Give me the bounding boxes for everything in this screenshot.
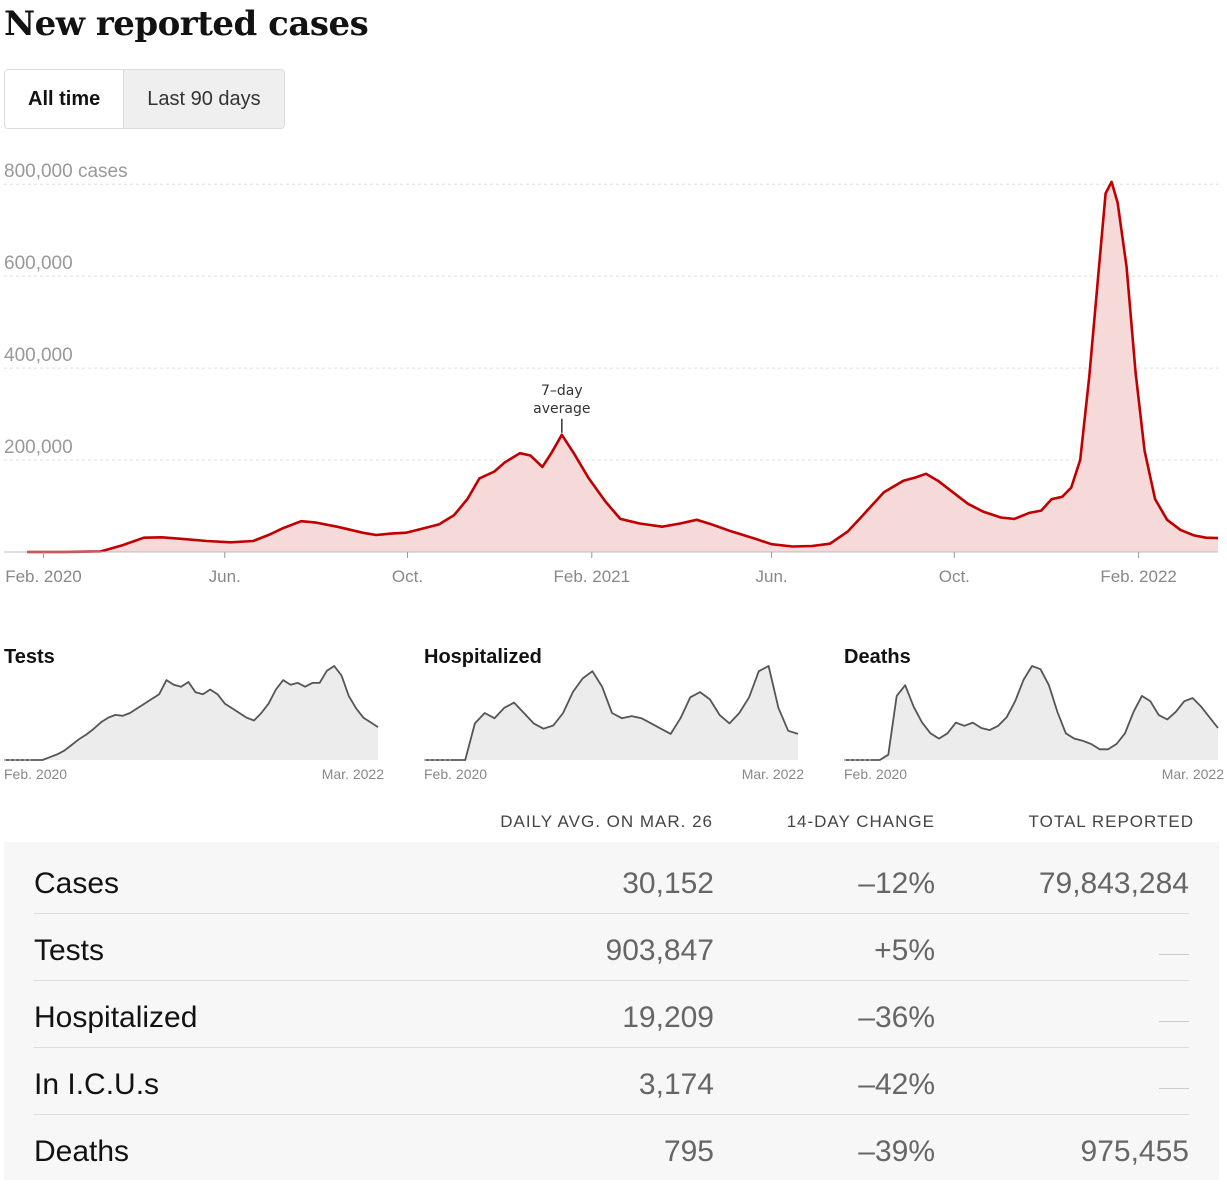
daily-avg-value: 903,847 (605, 934, 714, 967)
hospitalized-sparkline (424, 665, 799, 761)
x-tick-label: Jun. (755, 567, 787, 586)
row-divider (34, 913, 1189, 914)
x-tick-label: Feb. 2022 (1100, 567, 1177, 586)
table-row-hospitalized: Hospitalized 19,209 –36% (34, 981, 1189, 1048)
annotation-text: average (533, 401, 590, 417)
change-value: –42% (858, 1068, 935, 1101)
table-row-icu: In I.C.U.s 3,174 –42% (34, 1048, 1189, 1115)
all-time-button[interactable]: All time (5, 70, 124, 128)
table-row-cases: Cases 30,152 –12% 79,843,284 (34, 847, 1189, 914)
change-value: +5% (874, 934, 935, 967)
sparkline-line (6, 665, 379, 761)
daily-avg-value: 3,174 (638, 1068, 714, 1101)
row-label: Hospitalized (34, 1001, 198, 1034)
page-title: New reported cases (4, 4, 369, 44)
sparkline-area (6, 666, 378, 760)
tests-end-label: Mar. 2022 (321, 766, 384, 782)
sparkline-line (426, 665, 799, 761)
y-tick-label: 200,000 (4, 437, 73, 458)
daily-avg-value: 795 (663, 1135, 714, 1168)
no-total-dash (1159, 954, 1189, 955)
deaths-start-label: Feb. 2020 (844, 766, 908, 782)
row-divider (34, 980, 1189, 981)
daily-avg-value: 30,152 (622, 867, 714, 900)
deaths-mini-chart: Deaths Feb. 2020 Mar. 2022 (844, 640, 1224, 785)
hospitalized-mini-title: Hospitalized (424, 646, 542, 668)
no-total-dash (1159, 1021, 1189, 1022)
daily-avg-value: 19,209 (622, 1001, 714, 1034)
stats-table: Cases 30,152 –12% 79,843,284 Tests 903,8… (4, 842, 1219, 1180)
deaths-sparkline (844, 665, 1219, 761)
total-value: 79,843,284 (1038, 867, 1189, 900)
total-value: 975,455 (1080, 1135, 1189, 1168)
row-divider (34, 1047, 1189, 1048)
row-label: In I.C.U.s (34, 1068, 160, 1101)
x-tick-label: Oct. (392, 567, 423, 586)
tests-mini-title: Tests (4, 646, 55, 668)
table-row-deaths: Deaths 795 –39% 975,455 (34, 1115, 1189, 1182)
time-range-toggle[interactable]: All time Last 90 days (4, 69, 285, 129)
y-tick-label: 600,000 (4, 253, 73, 274)
daily-avg-header: DAILY AVG. ON MAR. 26 (500, 812, 713, 831)
deaths-end-label: Mar. 2022 (1161, 766, 1224, 782)
total-header: TOTAL REPORTED (1028, 812, 1194, 831)
sparkline-area (846, 666, 1218, 760)
tests-sparkline (4, 665, 379, 761)
row-label: Tests (34, 934, 105, 967)
deaths-mini-title: Deaths (844, 646, 911, 668)
x-tick-label: Jun. (209, 567, 241, 586)
x-tick-label: Feb. 2021 (554, 567, 631, 586)
tests-start-label: Feb. 2020 (4, 766, 68, 782)
x-tick-label: Oct. (939, 567, 970, 586)
hospitalized-start-label: Feb. 2020 (424, 766, 488, 782)
x-tick-label: Feb. 2020 (5, 567, 82, 586)
row-label: Deaths (34, 1135, 130, 1168)
hospitalized-end-label: Mar. 2022 (741, 766, 804, 782)
y-tick-label: 400,000 (4, 345, 73, 366)
change-value: –39% (858, 1135, 935, 1168)
row-divider (34, 1114, 1189, 1115)
cases-line (27, 180, 1219, 554)
annotation-text: 7–day (541, 383, 583, 399)
cases-area (27, 181, 1218, 552)
change-value: –12% (858, 867, 935, 900)
main-cases-chart: 800,000 cases 600,000 400,000 200,000 Feb. … (4, 161, 1219, 586)
table-row-tests: Tests 903,847 +5% (34, 914, 1189, 981)
no-total-dash (1159, 1088, 1189, 1089)
hospitalized-mini-chart: Hospitalized Feb. 2020 Mar. 2022 (424, 640, 804, 785)
tests-mini-chart: Tests Feb. 2020 Mar. 2022 (4, 640, 384, 785)
row-label: Cases (34, 867, 120, 900)
sparkline-line (846, 665, 1219, 761)
change-header: 14-DAY CHANGE (786, 812, 935, 831)
y-tick-label: 800,000 cases (4, 161, 128, 182)
change-value: –36% (858, 1001, 935, 1034)
last-90-days-button[interactable]: Last 90 days (123, 70, 284, 128)
